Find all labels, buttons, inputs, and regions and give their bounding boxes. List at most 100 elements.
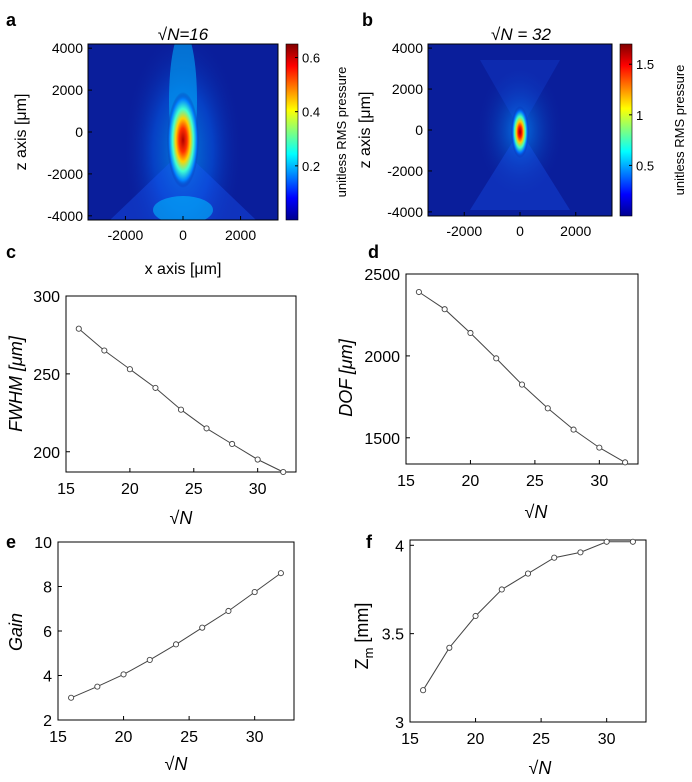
panel-label-f: f [366,532,373,552]
axes-frame-e [57,541,295,721]
y-tick-label: 2 [43,713,52,730]
data-point [420,687,427,694]
y-tick-label: 3.5 [382,627,404,644]
colorbar-tick-label: 0.4 [302,105,320,120]
axes-frame-c [65,295,297,473]
y-tick-label: 0 [415,122,423,138]
data-point [603,538,610,545]
plot-c: 300 250 200 15 20 25 30 [33,289,287,498]
heatmap-image-a [88,44,278,220]
colorbar-b [619,43,633,217]
panel-f: f 4 3.5 315 20 25 30 Zm [mm] √N [352,532,647,778]
data-point [570,426,577,433]
colorbar-label-b: unitless RMS pressure [672,65,687,196]
data-point [75,325,82,332]
data-point [524,570,532,577]
y-tick-label: 3 [395,715,404,732]
xlabel-c: √N [170,508,194,528]
data-point [596,444,603,451]
colorbar-tick-label: 1 [636,108,643,123]
xlabel-d: √N [525,502,549,522]
panel-label-e: e [6,532,16,552]
panel-label-c: c [6,242,16,262]
panel-e: e 10 8 6 4 215 20 25 30 Gain √N [6,532,295,774]
y-tick-label: 6 [43,624,52,641]
x-tick-label: 25 [532,731,550,748]
y-tick-label: -2000 [387,163,423,179]
panel-label-b: b [362,10,373,30]
y-tick-label: 2000 [392,81,423,97]
data-point [622,459,629,466]
x-tick-label: 20 [115,729,133,746]
y-tick-label: -4000 [387,204,423,220]
x-tick-label: 30 [598,731,616,748]
data-point [441,306,448,313]
data-point [280,468,287,476]
y-tick-label: 1500 [364,431,400,448]
y-tick-label: 4 [43,669,52,686]
x-tick-label: 30 [249,481,267,498]
data-point [472,612,479,620]
data-point [467,329,474,337]
y-tick-label: 4 [395,538,404,555]
y-ticks-a: 4000 2000 0 -2000 -4000 [47,40,92,224]
colorbar-tick-label: 1.5 [636,57,654,72]
data-point [277,570,284,577]
heatmap-ylabel-a: z axis [μm] [13,94,30,171]
data-point [199,624,206,631]
y-tick-label: 2500 [364,267,400,284]
panel-label-d: d [368,242,379,262]
x-tick-label: 20 [467,731,485,748]
data-point [629,538,636,545]
y-tick-label: 250 [33,367,60,384]
ylabel-e: Gain [6,613,26,651]
axes-frame-d [405,273,639,465]
data-point [203,425,210,432]
x-tick-label: 20 [121,481,139,498]
colorbar-tick-label: 0.6 [302,51,320,66]
panel-a: a √N=16 4000 2000 0 -2000 -4000 -2000 0 2000 z… [6,10,349,278]
panel-c: c 300 250 200 15 20 25 30 FWHM [μm] √N [6,242,297,528]
data-point [152,384,159,391]
axes-frame-f [409,539,647,723]
heatmap-title-b: √N = 32 [491,25,551,44]
y-tick-label: 200 [33,445,60,462]
data-point [94,683,101,690]
data-point [446,644,453,651]
y-tick-label: 4000 [52,40,83,56]
x-tick-label: 25 [180,729,198,746]
colorbar-tick-label: 0.5 [636,158,654,173]
x-tick-label: 25 [526,473,544,490]
data-point [177,406,185,413]
series-line [422,541,633,691]
data-point [68,694,75,701]
data-point [172,641,180,648]
x-tick-label: 0 [179,227,187,243]
x-tick-label: 15 [57,481,75,498]
xlabel-e: √N [165,754,189,774]
x-tick-label: 20 [462,473,480,490]
data-point [225,607,232,615]
series-line [70,572,282,699]
colorbar-ticks-b: 1.5 1 0.5 [629,57,654,173]
heatmap-title-a: √N=16 [158,25,209,44]
x-tick-label: -2000 [446,223,482,239]
x-tick-label: 25 [185,481,203,498]
x-ticks-b: -2000 0 2000 [446,212,592,239]
colorbar-a [285,43,299,221]
data-point [518,381,526,388]
y-tick-label: 8 [43,580,52,597]
panel-d: d 2500 2000 1500 15 20 25 30 DOF [μm] √N [336,242,639,522]
y-tick-label: 0 [75,124,83,140]
data-point [229,440,236,448]
y-tick-label: 4000 [392,40,423,56]
panel-b: b √N = 32 4000 2000 0 -2000 -4000 -2000 0 2000… [357,10,687,239]
data-point [120,671,127,678]
data-point [415,288,422,296]
data-point [551,554,558,561]
x-tick-label: 15 [401,731,419,748]
plot-f: 4 3.5 315 20 25 30 [382,538,636,748]
y-tick-label: 300 [33,289,60,306]
x-tick-label: 0 [516,223,524,239]
